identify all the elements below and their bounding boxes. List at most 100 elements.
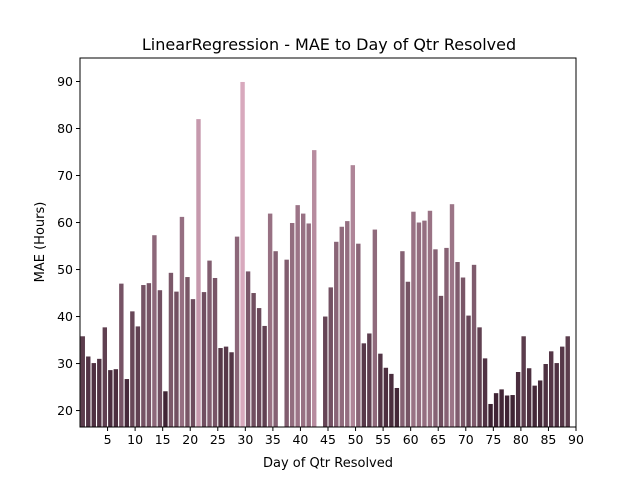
bar-day-47 [334, 241, 339, 427]
y-axis: 20 30 40 50 60 70 80 90 [57, 74, 80, 418]
x-tick-label: 10 [127, 432, 143, 447]
bar-day-85 [543, 364, 548, 427]
bar-day-67 [444, 247, 449, 427]
bar-day-7 [113, 369, 119, 427]
bar-day-64 [427, 210, 433, 427]
bar-day-57 [389, 373, 394, 427]
x-tick-label: 45 [320, 432, 336, 447]
bar-day-23 [201, 292, 207, 427]
x-axis: 5 10 15 20 25 30 35 40 45 50 55 60 65 70 75 80 85 90 [104, 427, 584, 447]
bar-day-12 [141, 285, 146, 427]
x-axis-label: Day of Qtr Resolved [263, 456, 393, 471]
bar-day-56 [383, 367, 389, 427]
bar-day-80 [515, 372, 521, 427]
y-tick-label: 40 [57, 309, 73, 324]
bar-day-24 [207, 260, 212, 427]
bar-day-87 [554, 363, 559, 427]
bar-day-70 [460, 277, 466, 427]
y-axis-label: MAE (Hours) [33, 202, 48, 283]
bar-day-19 [179, 216, 185, 427]
bar-day-17 [168, 272, 174, 427]
chart-title: LinearRegression - MAE to Day of Qtr Res… [142, 35, 516, 54]
bar-day-27 [223, 346, 229, 427]
x-tick-label: 55 [375, 432, 391, 447]
bar-day-51 [356, 243, 361, 427]
bar-day-75 [488, 403, 493, 427]
bar-day-33 [256, 308, 262, 427]
bar-day-4 [97, 358, 102, 427]
x-tick-label: 5 [104, 432, 112, 447]
bar-day-65 [433, 249, 438, 427]
bar-day-68 [449, 204, 455, 427]
bar-day-82 [526, 368, 532, 427]
bar-day-49 [345, 221, 350, 427]
x-tick-label: 75 [485, 432, 501, 447]
bar-day-35 [267, 213, 273, 427]
bar-day-62 [416, 222, 422, 427]
bar-day-26 [218, 348, 223, 427]
bar-day-28 [229, 352, 234, 427]
x-tick-label: 30 [237, 432, 253, 447]
bar-day-32 [251, 293, 256, 427]
bar-day-31 [245, 271, 251, 427]
bar-day-34 [262, 325, 267, 427]
bar-day-76 [493, 393, 499, 427]
bar-day-79 [510, 395, 515, 427]
bar-day-46 [328, 287, 333, 427]
bar-day-20 [185, 277, 190, 427]
x-tick-label: 90 [568, 432, 584, 447]
x-tick-label: 80 [513, 432, 529, 447]
bar-day-45 [323, 316, 328, 427]
x-tick-label: 25 [210, 432, 226, 447]
bar-day-89 [565, 336, 570, 427]
bar-day-25 [212, 277, 218, 427]
bar-day-48 [339, 226, 344, 427]
bar-day-77 [499, 389, 504, 427]
bar-day-78 [504, 395, 510, 427]
bar-day-38 [284, 259, 289, 427]
bar-day-22 [196, 119, 201, 428]
bar-day-6 [108, 370, 113, 427]
y-tick-label: 60 [57, 215, 73, 230]
bar-day-2 [86, 356, 91, 427]
bar-day-15 [157, 290, 163, 427]
x-tick-label: 85 [540, 432, 556, 447]
bar-day-41 [301, 213, 306, 427]
bar-day-54 [372, 229, 378, 427]
x-tick-label: 60 [403, 432, 419, 447]
bar-day-3 [91, 363, 96, 427]
y-tick-label: 80 [57, 121, 73, 136]
bar-day-43 [312, 150, 317, 427]
bar-day-53 [367, 333, 372, 427]
bar-day-61 [411, 211, 416, 427]
bars [80, 81, 570, 428]
bar-day-86 [549, 351, 554, 427]
y-tick-label: 20 [57, 403, 73, 418]
bar-day-55 [378, 353, 383, 427]
bar-day-84 [537, 380, 543, 427]
bar-day-69 [455, 262, 460, 427]
x-tick-label: 65 [430, 432, 446, 447]
y-tick-label: 70 [57, 168, 73, 183]
bar-day-9 [124, 379, 130, 427]
bar-day-58 [394, 387, 400, 427]
bar-day-40 [295, 205, 300, 427]
bar-day-18 [174, 291, 179, 427]
bar-day-13 [146, 283, 152, 427]
x-tick-label: 70 [458, 432, 474, 447]
bar-day-60 [405, 281, 411, 427]
bar-day-29 [234, 236, 240, 427]
bar-day-36 [273, 251, 278, 427]
bar-day-71 [466, 315, 471, 427]
bar-day-73 [477, 327, 482, 427]
bar-day-16 [163, 391, 168, 427]
bar-day-88 [560, 346, 565, 427]
bar-day-21 [190, 299, 196, 427]
bar-day-42 [306, 223, 311, 427]
bar-day-63 [422, 220, 427, 427]
bar-day-52 [361, 343, 367, 427]
bar-day-74 [482, 358, 488, 427]
x-tick-label: 20 [182, 432, 198, 447]
bar-day-10 [130, 311, 135, 427]
